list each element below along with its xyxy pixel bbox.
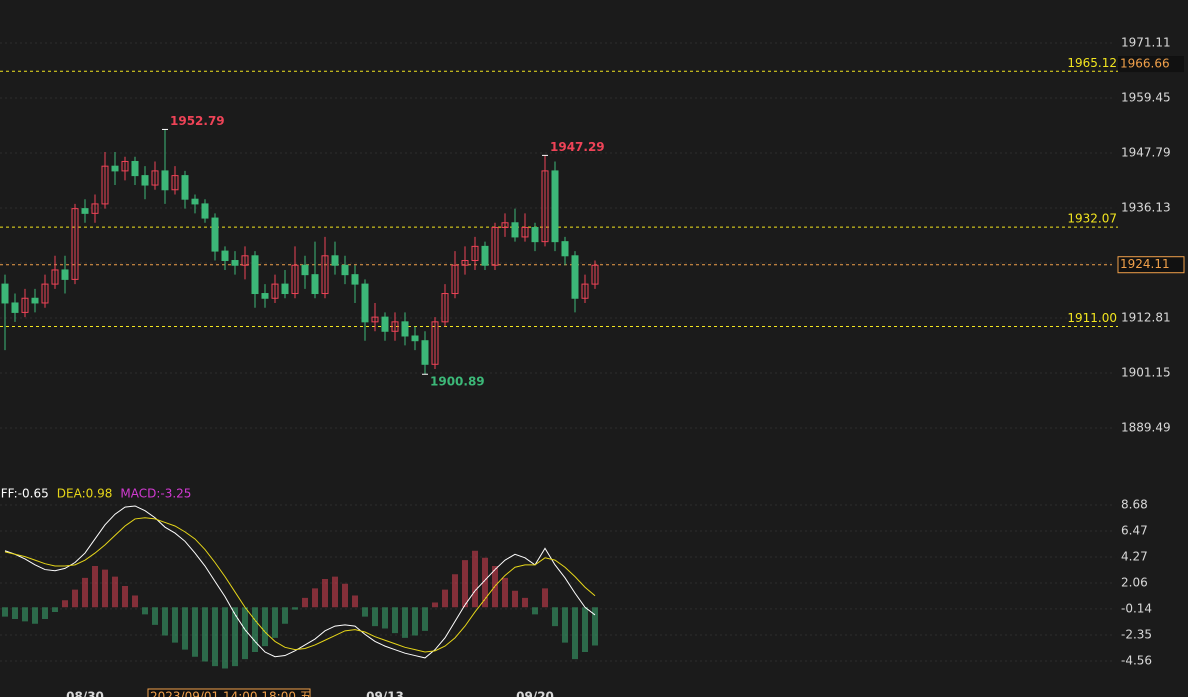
candle-body — [361, 283, 369, 323]
macd-line — [4, 517, 596, 653]
candle-body — [591, 264, 599, 285]
candle-body — [501, 222, 509, 229]
candle-body — [101, 165, 109, 205]
candle-body — [531, 227, 539, 243]
candle-body — [11, 302, 19, 313]
candle-body — [471, 245, 479, 262]
candle-body — [581, 283, 589, 299]
candle-body — [141, 175, 149, 186]
price-box — [1117, 256, 1185, 274]
candle-body — [221, 250, 229, 262]
candle-body — [541, 170, 549, 243]
candle-body — [241, 255, 249, 266]
y-tick-label: 6.47 — [1121, 524, 1148, 538]
cursor-box — [147, 688, 311, 697]
candle-body — [441, 293, 449, 323]
candle-body — [41, 283, 49, 304]
candle-body — [451, 264, 459, 295]
legend-label: DIFF:-0.65 — [0, 487, 49, 501]
extreme-label: 1947.29 — [550, 140, 605, 154]
candle-body — [51, 269, 59, 285]
legend-label: MACD:-3.25 — [120, 487, 191, 501]
candle-body — [311, 274, 319, 295]
candle-body — [31, 297, 39, 304]
price-box — [1118, 56, 1184, 73]
candle-body — [71, 208, 79, 280]
candle-body — [401, 321, 409, 337]
y-tick-label: 2.06 — [1121, 575, 1148, 589]
x-tick-label: 08/30 — [66, 690, 104, 697]
y-tick-label: 8.68 — [1121, 498, 1148, 512]
candle-body — [1, 283, 9, 304]
candle-body — [21, 297, 29, 313]
candle-body — [171, 175, 179, 191]
candle-body — [131, 160, 139, 177]
candle-body — [121, 160, 129, 172]
y-tick-label: 1971.11 — [1121, 36, 1171, 50]
reference-label: 1965.12 — [1067, 56, 1117, 70]
candle-body — [491, 227, 499, 266]
candle-body — [281, 283, 289, 295]
y-tick-label: 1901.15 — [1121, 366, 1171, 380]
candle-body — [421, 340, 429, 365]
candle-body — [461, 260, 469, 266]
candle-body — [111, 165, 119, 172]
candle-body — [91, 203, 99, 214]
candle-body — [331, 255, 339, 266]
candle-body — [551, 170, 559, 243]
y-tick-label: -2.35 — [1121, 627, 1152, 641]
x-tick-label: 09/13 — [366, 690, 404, 697]
candle-body — [371, 316, 379, 323]
candle-body — [201, 203, 209, 219]
y-tick-label: 1947.79 — [1121, 146, 1171, 160]
extreme-label: 1900.89 — [430, 375, 485, 389]
candle-body — [341, 264, 349, 276]
candle-body — [231, 260, 239, 266]
price-box-label: 1924.11 — [1120, 257, 1170, 271]
candle-body — [151, 170, 159, 186]
y-tick-label: -0.14 — [1121, 601, 1152, 615]
candle-body — [431, 321, 439, 365]
candle-body — [301, 264, 309, 276]
candle-body — [291, 264, 299, 295]
cursor-label: 2023/09/01 14:00 18:00 五 — [150, 690, 312, 697]
y-tick-label: 1959.45 — [1121, 91, 1171, 105]
y-tick-label: 1912.81 — [1121, 311, 1171, 325]
y-tick-label: 1889.49 — [1121, 421, 1171, 435]
x-tick-label: 09/20 — [516, 690, 554, 697]
candle-body — [571, 255, 579, 299]
y-tick-label: -4.56 — [1121, 653, 1152, 667]
candle-body — [181, 175, 189, 200]
legend-label: DEA:0.98 — [57, 487, 113, 501]
y-tick-label: 4.27 — [1121, 549, 1148, 563]
candle-body — [261, 293, 269, 299]
candle-body — [391, 321, 399, 332]
candle-body — [321, 255, 329, 295]
candle-body — [191, 198, 199, 205]
candle-body — [271, 283, 279, 299]
candle-body — [561, 241, 569, 257]
candle-body — [381, 316, 389, 332]
extreme-label: 1952.79 — [170, 114, 225, 128]
candle-body — [211, 217, 219, 252]
y-tick-label: 1936.13 — [1121, 201, 1171, 215]
reference-label: 1932.07 — [1067, 212, 1117, 226]
candle-body — [61, 269, 69, 280]
candle-body — [351, 274, 359, 285]
candle-body — [81, 208, 89, 214]
candle-body — [511, 222, 519, 238]
candle-body — [481, 245, 489, 266]
candle-body — [521, 227, 529, 238]
reference-label: 1911.00 — [1067, 311, 1117, 325]
macd-line — [4, 505, 596, 659]
candle-body — [251, 255, 259, 295]
candle-body — [411, 335, 419, 342]
candle-body — [161, 170, 169, 191]
price-box-label: 1966.66 — [1120, 57, 1170, 71]
